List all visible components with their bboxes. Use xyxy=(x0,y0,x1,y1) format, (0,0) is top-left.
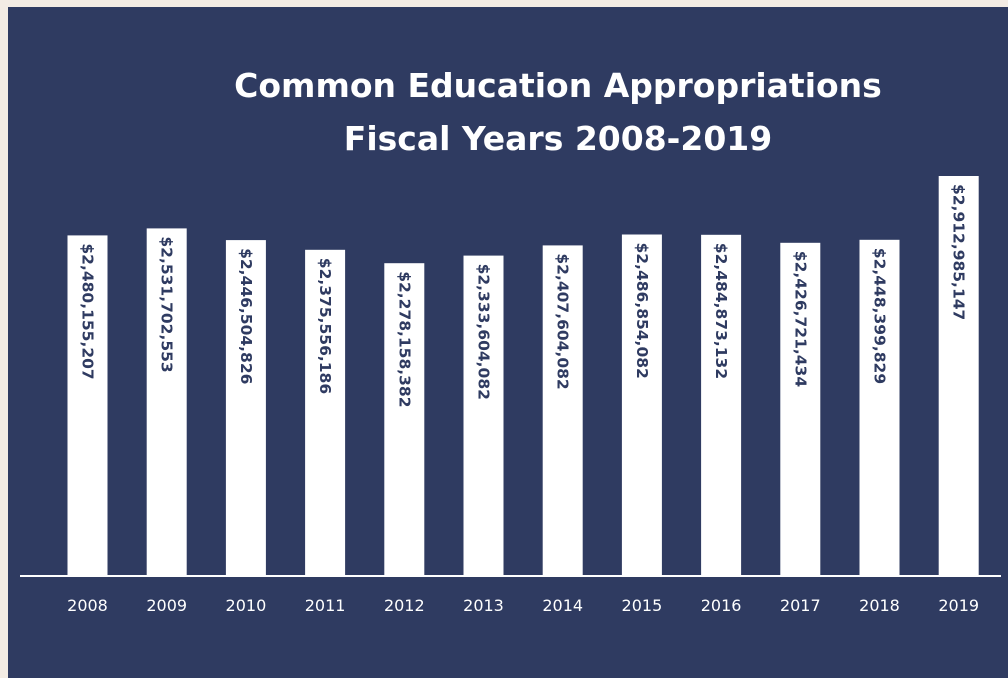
bar-2012 xyxy=(384,263,425,576)
bar-2014 xyxy=(542,245,583,576)
bars-group: $2,480,155,207 $2,531,702,553 $2,446,504,8… xyxy=(67,176,979,577)
x-tick-label-2018: 2018 xyxy=(859,596,900,615)
bar-chart: Common Education Appropriations Fiscal Y… xyxy=(20,66,1001,615)
data-label-2014: $2,407,604,082 xyxy=(554,253,572,389)
bar-2010 xyxy=(225,240,266,576)
data-label-2008: $2,480,155,207 xyxy=(79,243,97,379)
data-label-2013: $2,333,604,082 xyxy=(475,264,493,400)
bar-2017 xyxy=(780,242,821,577)
bar-2009 xyxy=(146,228,187,576)
x-tick-label-2013: 2013 xyxy=(463,596,504,615)
x-tick-label-2014: 2014 xyxy=(542,596,583,615)
x-tick-label-2017: 2017 xyxy=(780,596,821,615)
x-tick-label-2010: 2010 xyxy=(226,596,267,615)
data-label-2010: $2,446,504,826 xyxy=(237,248,255,384)
data-label-2012: $2,278,158,382 xyxy=(395,271,413,407)
x-tick-label-2012: 2012 xyxy=(384,596,425,615)
x-tick-label-2009: 2009 xyxy=(146,596,187,615)
bar-2013 xyxy=(463,255,504,576)
x-tick-label-2016: 2016 xyxy=(701,596,742,615)
chart-title-line-2: Fiscal Years 2008-2019 xyxy=(344,119,772,158)
data-label-2017: $2,426,721,434 xyxy=(791,251,809,388)
bar-2008 xyxy=(67,235,108,576)
slide-background: Common Education Appropriations Fiscal Y… xyxy=(8,7,1008,678)
data-label-2009: $2,531,702,553 xyxy=(158,236,176,372)
data-label-2015: $2,486,854,082 xyxy=(633,243,651,379)
bar-2011 xyxy=(305,249,346,577)
x-tick-label-2011: 2011 xyxy=(305,596,346,615)
data-label-2011: $2,375,556,186 xyxy=(316,258,334,394)
bar-2018 xyxy=(859,239,900,577)
x-tick-label-2019: 2019 xyxy=(938,596,979,615)
x-tick-label-2015: 2015 xyxy=(622,596,663,615)
bar-2019 xyxy=(938,176,979,576)
chart-title-line-1: Common Education Appropriations xyxy=(234,66,882,105)
data-label-2016: $2,484,873,132 xyxy=(712,243,730,379)
bar-2015 xyxy=(621,234,662,576)
x-tick-label-2008: 2008 xyxy=(67,596,108,615)
x-tick-labels: 2008 2009 2010 2011 2012 2013 2014 2015 2016 2017… xyxy=(67,596,979,615)
bar-2016 xyxy=(701,234,742,577)
data-label-2018: $2,448,399,829 xyxy=(871,248,889,384)
data-label-2019: $2,912,985,147 xyxy=(950,184,968,320)
